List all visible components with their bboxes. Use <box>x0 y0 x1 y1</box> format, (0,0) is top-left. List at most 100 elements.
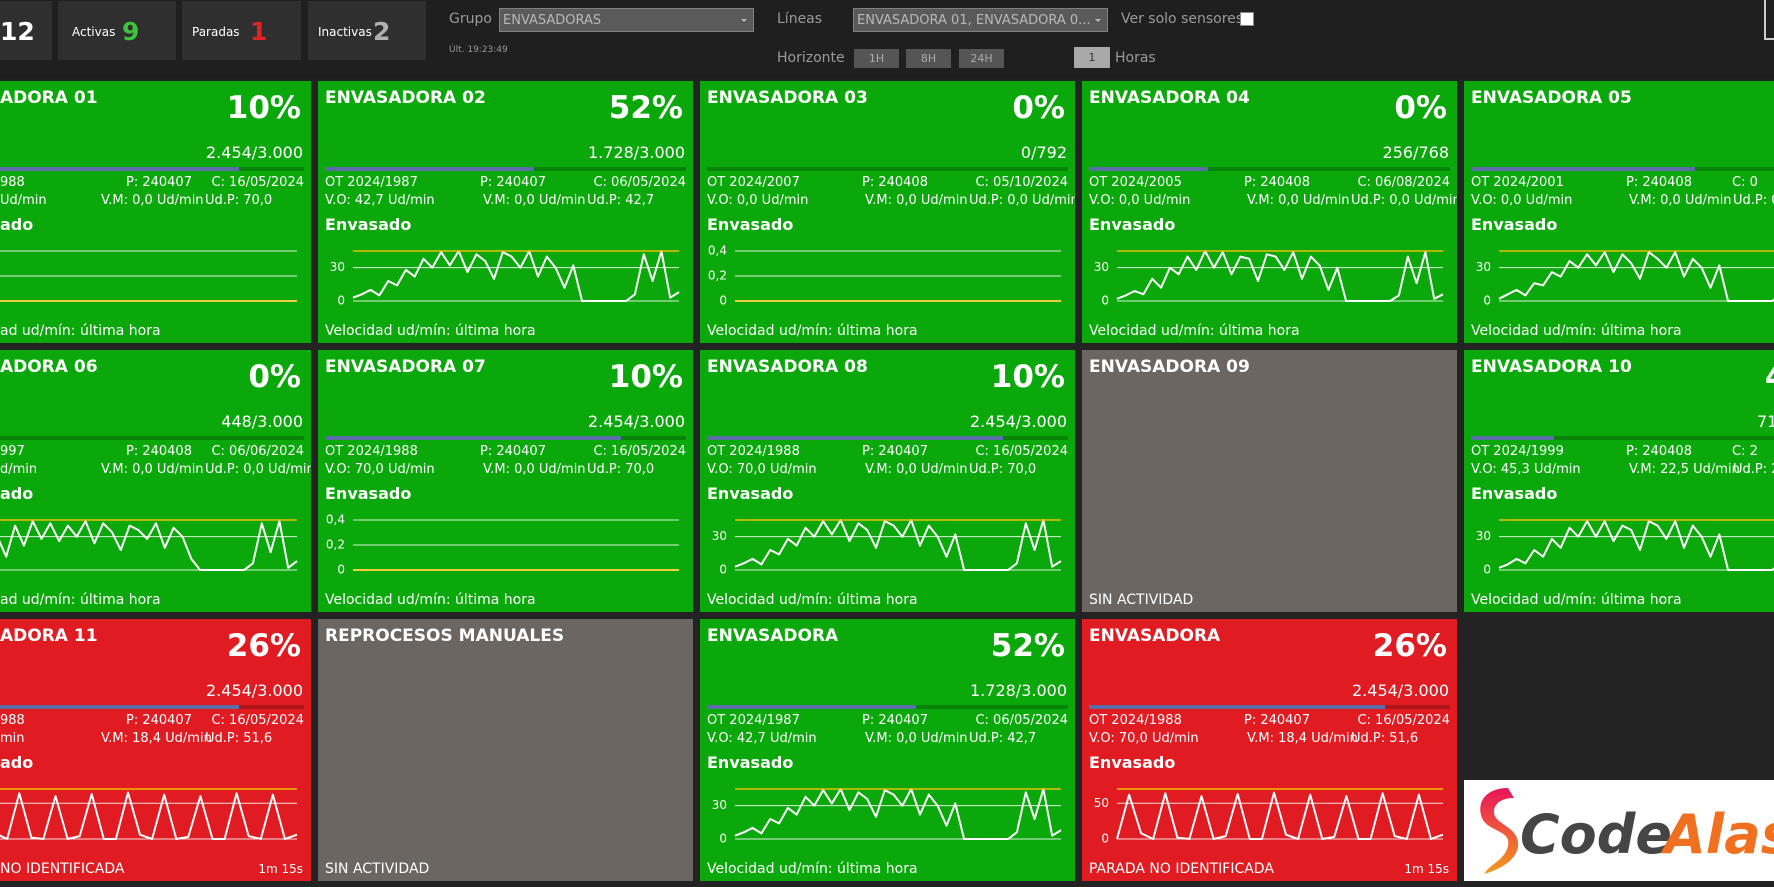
card-title: ENVASADORA <box>1089 626 1221 646</box>
hours-label: Horas <box>1115 50 1156 66</box>
speed-chart: 030 <box>0 519 298 571</box>
machine-card: 030 ADORA 06 0% 448/3.000 997 P: 240408 C: 06/… <box>0 350 311 612</box>
card-footer: Velocidad ud/mín: última hora <box>1471 323 1682 339</box>
card-ot: OT 2024/2001 <box>1471 175 1564 190</box>
card-c: C: 06/06/2024 <box>211 444 304 459</box>
card-footer: Velocidad ud/mín: última hora <box>325 592 536 608</box>
card-pct: 10% <box>608 359 683 395</box>
lines-select[interactable]: ENVASADORA 01, ENVASADORA 0... <box>853 8 1108 32</box>
card-count: 1.728/3.000 <box>970 681 1067 700</box>
machine-card: 0 30 ENVASADORA 52% 1.728/3.000 OT 2024/1987 P… <box>700 619 1075 881</box>
card-section: Envasado <box>325 215 412 234</box>
card-udp: Ud.P: 51,6 <box>205 731 273 746</box>
horizon-button[interactable]: 1H <box>854 49 899 68</box>
card-count: 1.728/3.000 <box>588 143 685 162</box>
progress-fill <box>1089 167 1209 171</box>
logo-mark <box>1480 788 1519 874</box>
card-footer: NO IDENTIFICADA <box>0 861 125 877</box>
sensors-checkbox[interactable] <box>1240 12 1254 26</box>
card-pct: 26% <box>1372 628 1447 664</box>
logo-accent: Alas <box>1664 803 1774 866</box>
counter-value: 2 <box>373 17 391 46</box>
machine-card: 0 30 ENVASADORA 04 0% 256/768 OT 2024/2005 P: … <box>1082 81 1457 343</box>
progress-fill <box>0 705 240 709</box>
card-p: P: 240407 <box>1244 713 1310 728</box>
y-tick-label: 0 <box>1483 294 1491 308</box>
card-count: 256/768 <box>1382 143 1449 162</box>
card-p: P: 240408 <box>1626 175 1692 190</box>
y-tick-label: 0,2 <box>326 538 345 552</box>
hours-input[interactable]: 1 <box>1074 47 1110 68</box>
card-c: C: 06/08/2024 <box>1357 175 1450 190</box>
speed-chart: 00,20,4 <box>0 250 297 302</box>
speed-line <box>352 250 680 302</box>
progress-track <box>1471 436 1774 440</box>
card-footer: Velocidad ud/mín: última hora <box>325 323 536 339</box>
card-title: ENVASADORA 03 <box>707 88 868 108</box>
card-pct: 52% <box>608 90 683 126</box>
speed-chart: 030 <box>1476 519 1774 577</box>
card-section: ado <box>0 215 34 234</box>
card-udp: Ud.P: 2 <box>1733 462 1774 477</box>
card-ot: 997 <box>0 444 25 459</box>
card-title: ENVASADORA 05 <box>1471 88 1632 108</box>
card-ot: OT 2024/1988 <box>1089 713 1182 728</box>
horizon-label: Horizonte <box>777 50 845 66</box>
speed-chart: 0 30 <box>1476 250 1774 308</box>
speed-chart: 030 <box>1094 250 1444 308</box>
total-box: 12 <box>0 1 52 60</box>
logo: Code Alas <box>1464 780 1774 881</box>
machine-card: 050 ADORA 11 26% 2.454/3.000 988 P: 240407 C: … <box>0 619 311 881</box>
machine-card: 0 30 ENVASADORA 10 4 71 OT 2024/1999 P: 240408… <box>1464 350 1774 612</box>
card-ot: OT 2024/1987 <box>325 175 418 190</box>
counter-box: Paradas 1 <box>182 1 301 60</box>
counter-box: Inactivas 2 <box>308 1 426 60</box>
card-footer: Velocidad ud/mín: última hora <box>707 592 918 608</box>
card-udp: Ud.P: 0,0 Ud/min <box>1351 193 1457 208</box>
counter-label: Paradas <box>192 25 240 39</box>
card-udp: Ud.P: 0,0 Ud/min <box>969 193 1075 208</box>
speed-chart: 030 <box>712 788 1062 846</box>
card-title: ADORA 11 <box>0 626 98 646</box>
card-p: P: 240407 <box>126 175 192 190</box>
progress-track <box>1089 167 1450 171</box>
card-title: ADORA 06 <box>0 357 98 377</box>
speed-chart: 030 <box>712 519 1062 577</box>
y-tick-label: 0,4 <box>326 513 345 527</box>
horizon-button[interactable]: 24H <box>959 49 1004 68</box>
y-tick-label: 0 <box>1101 294 1109 308</box>
card-vm: V.M: 0,0 Ud/min <box>483 193 586 208</box>
progress-track <box>1471 167 1774 171</box>
progress-fill <box>707 436 1004 440</box>
card-vo: V.O: 0,0 Ud/min <box>1089 193 1191 208</box>
card-count: 2.454/3.000 <box>206 143 303 162</box>
card-count: 0/792 <box>1020 143 1067 162</box>
machine-card: 0 30 ENVASADORA 08 10% 2.454/3.000 OT 2024/19… <box>700 350 1075 612</box>
card-pct: 10% <box>226 90 301 126</box>
card-vo: V.O: 70,0 Ud/min <box>325 462 435 477</box>
y-tick-label: 30 <box>1476 260 1491 274</box>
y-tick-label: 0 <box>719 563 727 577</box>
lines-label: Líneas <box>777 11 823 27</box>
card-vo: d/min <box>0 462 38 477</box>
card-ot: OT 2024/1988 <box>707 444 800 459</box>
speed-chart: 050 <box>0 788 298 840</box>
card-count: 2.454/3.000 <box>1352 681 1449 700</box>
y-tick-label: 0 <box>719 294 727 308</box>
card-title: ENVASADORA <box>707 626 839 646</box>
machine-card: 0 50 ENVASADORA 26% 2.454/3.000 OT 2024/1988 P… <box>1082 619 1457 881</box>
machine-card: 0 30 ENVASADORA 02 52% 1.728/3.000 OT 2024/19… <box>318 81 693 343</box>
progress-fill <box>0 167 240 171</box>
card-pct: 0% <box>1012 90 1065 126</box>
card-p: P: 240407 <box>126 713 192 728</box>
machine-card: 0 30 ENVASADORA 05 OT 2024/2001 P: 240408 C: … <box>1464 81 1774 343</box>
card-p: P: 240408 <box>1244 175 1310 190</box>
progress-track <box>1089 705 1450 709</box>
horizon-button[interactable]: 8H <box>906 49 951 68</box>
card-count: 2.454/3.000 <box>588 412 685 431</box>
card-pct: 0% <box>1394 90 1447 126</box>
y-tick-label: 0,2 <box>708 269 727 283</box>
card-c: C: 05/10/2024 <box>975 175 1068 190</box>
card-c: C: 16/05/2024 <box>211 713 304 728</box>
group-select[interactable]: ENVASADORAS <box>499 8 754 32</box>
